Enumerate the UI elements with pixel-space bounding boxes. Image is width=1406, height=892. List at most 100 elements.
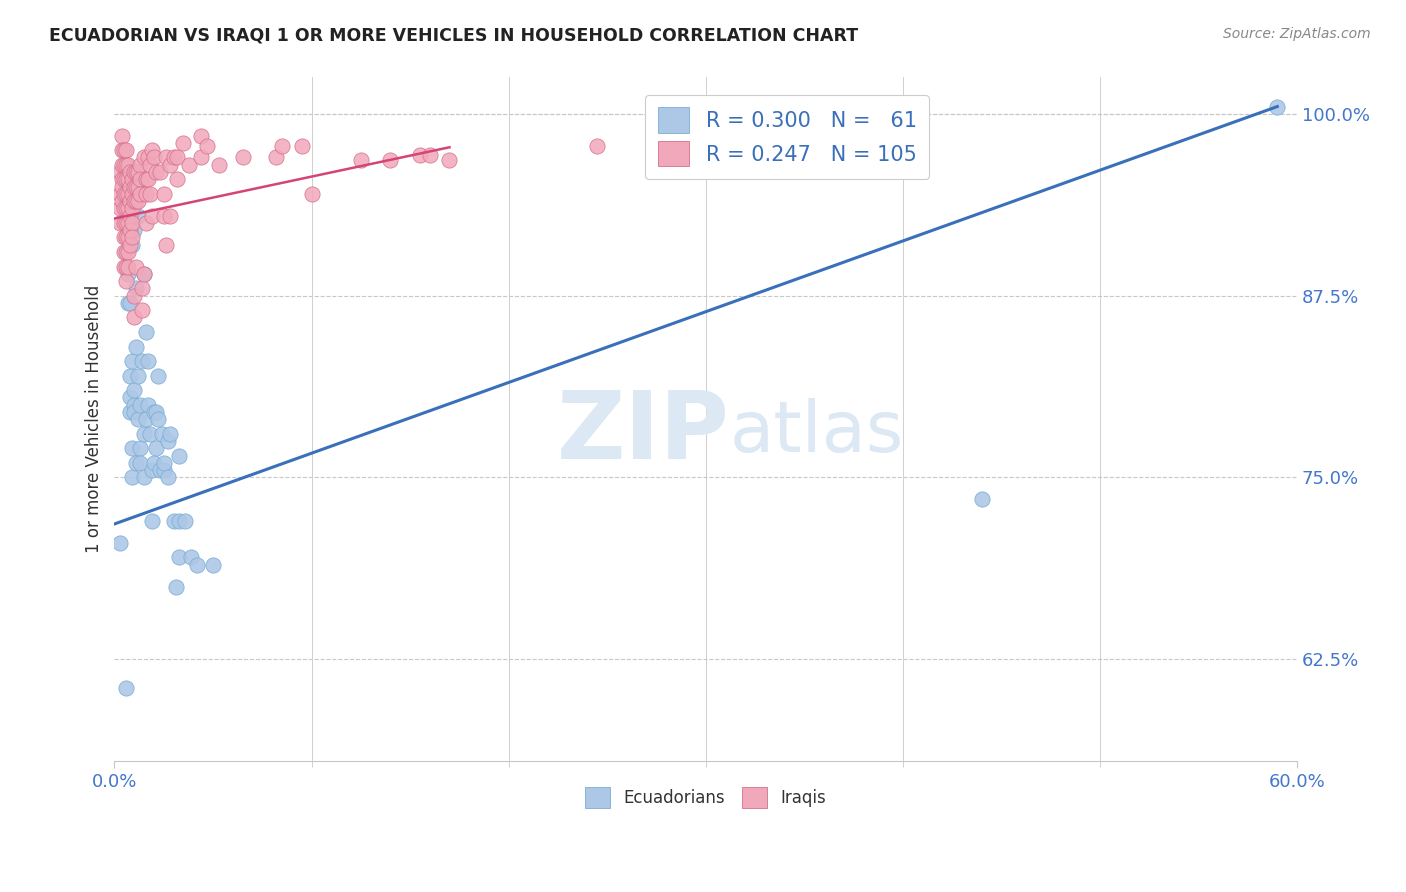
Point xyxy=(149,463,172,477)
Point xyxy=(201,558,224,572)
Point xyxy=(117,186,139,201)
Point xyxy=(115,244,138,259)
Point xyxy=(115,681,138,696)
Point xyxy=(141,209,163,223)
Point xyxy=(132,470,155,484)
Point xyxy=(145,165,167,179)
Point xyxy=(136,354,159,368)
Point xyxy=(117,296,139,310)
Point xyxy=(132,267,155,281)
Text: Source: ZipAtlas.com: Source: ZipAtlas.com xyxy=(1223,27,1371,41)
Point xyxy=(110,202,132,216)
Text: ECUADORIAN VS IRAQI 1 OR MORE VEHICLES IN HOUSEHOLD CORRELATION CHART: ECUADORIAN VS IRAQI 1 OR MORE VEHICLES I… xyxy=(49,27,858,45)
Legend: Ecuadorians, Iraqis: Ecuadorians, Iraqis xyxy=(579,780,832,814)
Point xyxy=(115,202,138,216)
Point xyxy=(586,138,609,153)
Point xyxy=(115,143,138,157)
Point xyxy=(190,128,212,143)
Point xyxy=(127,194,149,208)
Point xyxy=(162,151,184,165)
Point xyxy=(439,153,461,168)
Point xyxy=(231,151,253,165)
Point xyxy=(110,216,132,230)
Point xyxy=(131,281,153,295)
Point xyxy=(186,558,208,572)
Point xyxy=(127,165,149,179)
Point xyxy=(115,216,138,230)
Point xyxy=(131,354,153,368)
Point xyxy=(139,186,162,201)
Point xyxy=(127,368,149,383)
Point xyxy=(129,442,152,456)
Point xyxy=(117,244,139,259)
Point xyxy=(121,442,143,456)
Point xyxy=(122,398,145,412)
Point xyxy=(132,426,155,441)
Point xyxy=(121,470,143,484)
Point xyxy=(136,398,159,412)
Point xyxy=(132,151,155,165)
Point xyxy=(135,325,157,339)
Point xyxy=(122,288,145,302)
Point xyxy=(155,151,177,165)
Point xyxy=(156,470,179,484)
Point xyxy=(135,412,157,426)
Point xyxy=(111,158,134,172)
Point xyxy=(122,405,145,419)
Point xyxy=(132,267,155,281)
Point xyxy=(156,434,179,448)
Point xyxy=(121,202,143,216)
Point xyxy=(122,179,145,194)
Point xyxy=(169,449,191,463)
Point xyxy=(135,216,157,230)
Point xyxy=(135,186,157,201)
Point xyxy=(139,426,162,441)
Point xyxy=(115,260,138,274)
Point xyxy=(120,194,142,208)
Point xyxy=(121,216,143,230)
Point xyxy=(1265,99,1288,113)
Point xyxy=(166,151,188,165)
Point xyxy=(125,456,148,470)
Point xyxy=(152,463,174,477)
Point xyxy=(121,237,143,252)
Point xyxy=(120,223,142,237)
Text: atlas: atlas xyxy=(730,399,904,467)
Point xyxy=(117,158,139,172)
Point xyxy=(380,153,402,168)
Y-axis label: 1 or more Vehicles in Household: 1 or more Vehicles in Household xyxy=(86,285,103,553)
Point xyxy=(129,186,152,201)
Point xyxy=(120,391,142,405)
Point xyxy=(125,165,148,179)
Point xyxy=(970,492,993,507)
Point xyxy=(131,303,153,318)
Point xyxy=(112,172,135,186)
Point xyxy=(111,143,134,157)
Point xyxy=(190,151,212,165)
Point xyxy=(129,172,152,186)
Point xyxy=(121,172,143,186)
Point xyxy=(142,405,165,419)
Point xyxy=(141,143,163,157)
Point xyxy=(125,194,148,208)
Point xyxy=(152,186,174,201)
Point xyxy=(195,138,218,153)
Point xyxy=(172,136,194,150)
Point xyxy=(152,456,174,470)
Point xyxy=(115,230,138,244)
Point xyxy=(117,230,139,244)
Point xyxy=(122,165,145,179)
Point xyxy=(419,147,441,161)
Point xyxy=(117,202,139,216)
Point xyxy=(169,514,191,528)
Point xyxy=(409,147,432,161)
Point xyxy=(271,138,294,153)
Point xyxy=(112,186,135,201)
Point xyxy=(139,158,162,172)
Point xyxy=(110,186,132,201)
Point xyxy=(162,514,184,528)
Point xyxy=(120,405,142,419)
Point xyxy=(125,281,148,295)
Point xyxy=(115,158,138,172)
Point xyxy=(115,274,138,288)
